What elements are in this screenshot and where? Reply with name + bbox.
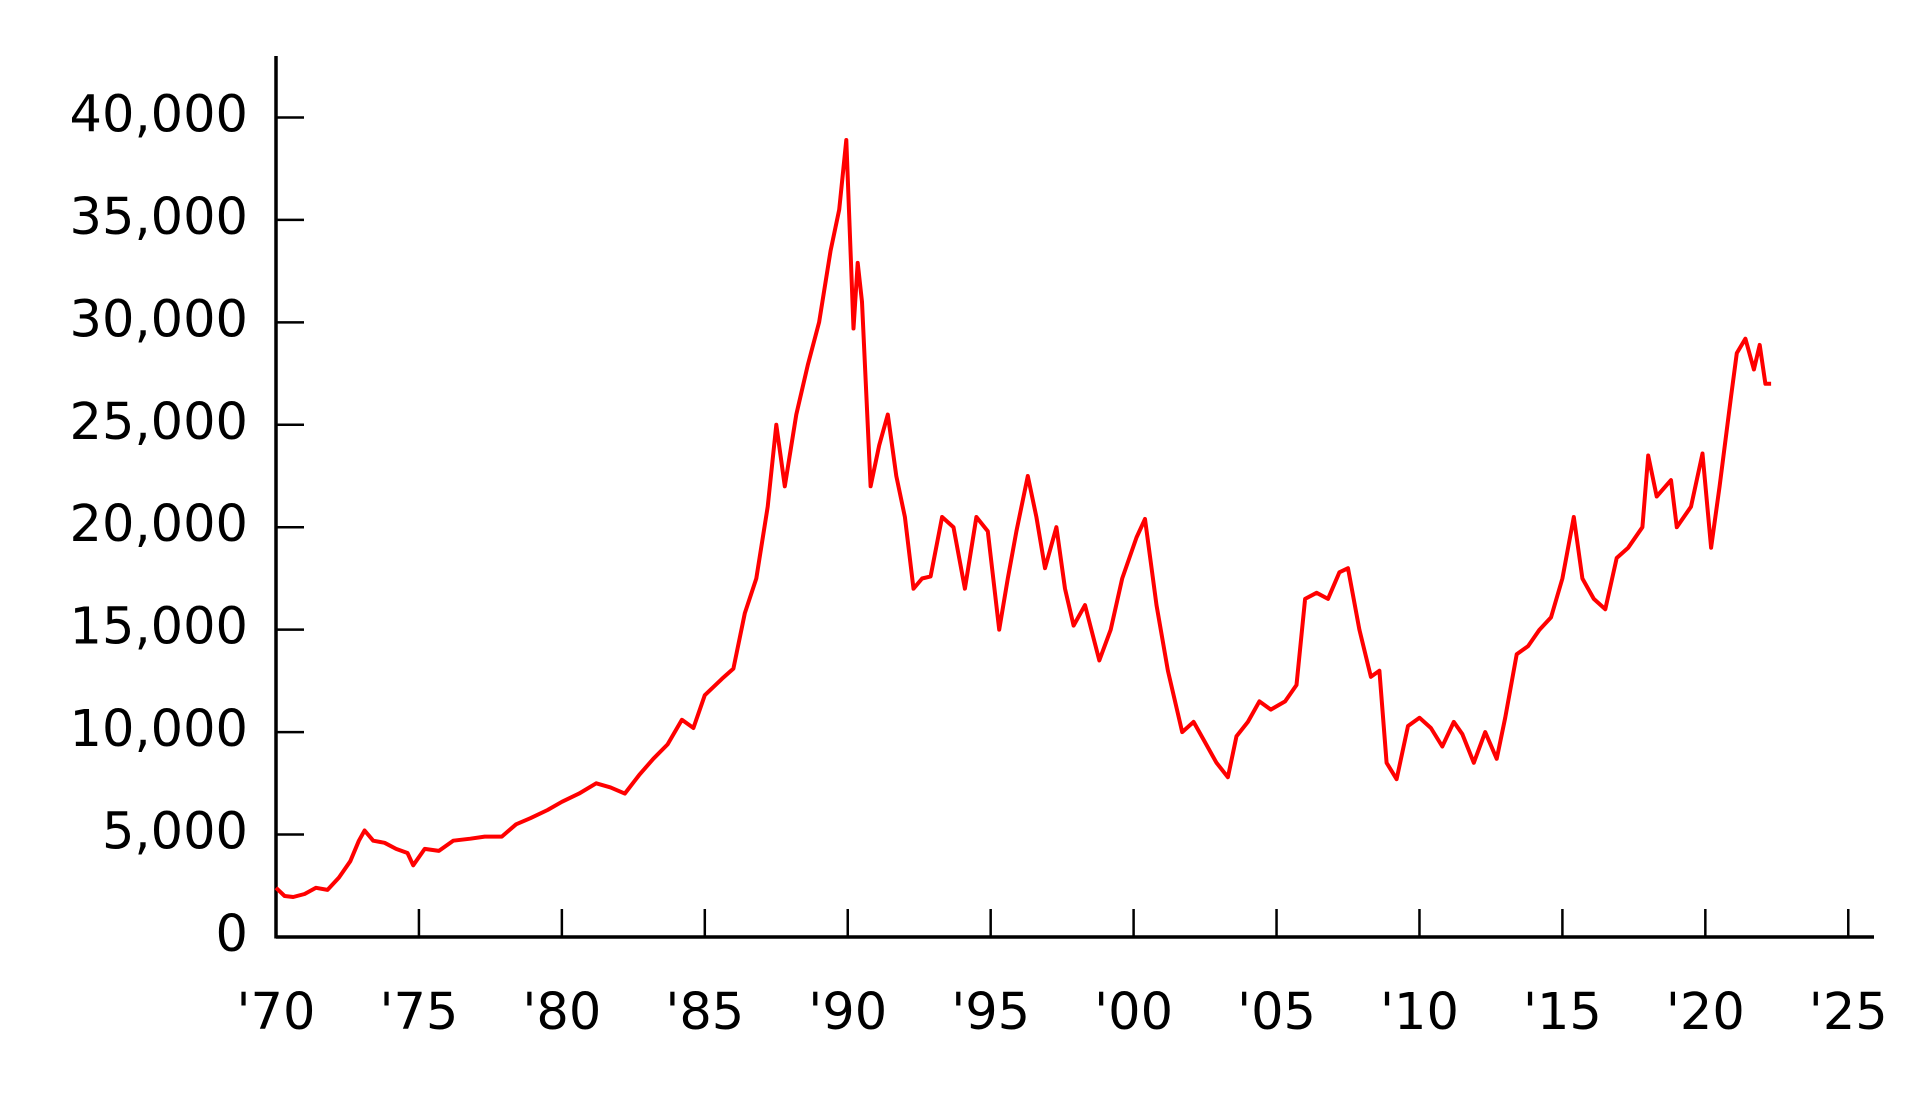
y-tick-label: 15,000 xyxy=(70,598,248,657)
y-tick-label: 40,000 xyxy=(70,85,248,144)
x-tick-label: '95 xyxy=(951,983,1030,1042)
y-tick-label: 35,000 xyxy=(70,188,248,247)
y-tick-label: 5,000 xyxy=(102,803,248,862)
y-tick-label: 0 xyxy=(216,905,248,964)
x-tick-label: '85 xyxy=(665,983,744,1042)
y-tick-label: 20,000 xyxy=(70,495,248,554)
y-tick-label: 25,000 xyxy=(70,393,248,452)
x-tick-label: '00 xyxy=(1094,983,1173,1042)
x-tick-label: '10 xyxy=(1380,983,1459,1042)
y-tick-label: 30,000 xyxy=(70,290,248,349)
x-tick-label: '80 xyxy=(522,983,601,1042)
x-tick-label: '05 xyxy=(1237,983,1316,1042)
x-tick-label: '15 xyxy=(1523,983,1602,1042)
x-tick-label: '90 xyxy=(808,983,887,1042)
x-tick-label: '70 xyxy=(237,983,316,1042)
y-tick-label: 10,000 xyxy=(70,700,248,759)
x-tick-label: '20 xyxy=(1666,983,1745,1042)
x-tick-label: '25 xyxy=(1809,983,1888,1042)
x-tick-label: '75 xyxy=(379,983,458,1042)
price-line xyxy=(274,138,1772,899)
